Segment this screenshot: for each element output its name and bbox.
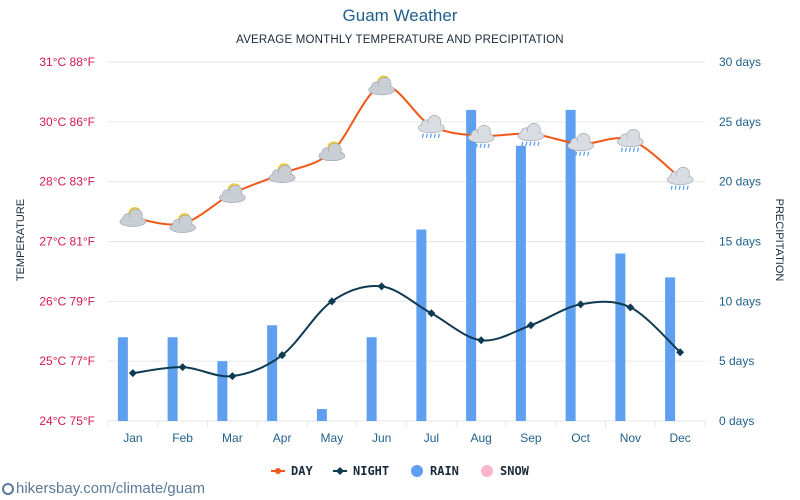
x-tick-label: Jul bbox=[424, 431, 439, 445]
x-tick-label: Jan bbox=[123, 431, 142, 445]
left-tick-label: 25°C 77°F bbox=[39, 354, 95, 368]
legend-item-day[interactable]: DAY bbox=[271, 464, 313, 478]
x-tick-label: Dec bbox=[669, 431, 690, 445]
partly-sunny-icon bbox=[318, 141, 346, 162]
night-point-jul bbox=[427, 309, 436, 318]
rain-bars bbox=[117, 109, 676, 421]
x-tick-label: Apr bbox=[273, 431, 292, 445]
right-tick-label: 5 days bbox=[719, 354, 754, 368]
legend: DAY NIGHT RAIN SNOW bbox=[271, 464, 530, 478]
rain-bar-sep bbox=[515, 145, 526, 421]
right-tick-label: 0 days bbox=[719, 414, 754, 428]
night-point-jan bbox=[128, 369, 137, 378]
rain-bar-dec bbox=[665, 277, 676, 421]
rain-bar-aug bbox=[466, 109, 477, 421]
night-point-jun bbox=[377, 282, 386, 291]
rain-bar-may bbox=[316, 409, 327, 421]
left-tick-label: 31°C 88°F bbox=[39, 55, 95, 69]
legend-item-rain[interactable]: RAIN bbox=[411, 464, 459, 478]
legend-label: NIGHT bbox=[353, 464, 389, 478]
night-point-feb bbox=[178, 363, 187, 372]
partly-sunny-icon bbox=[119, 207, 147, 227]
chart-subtitle: AVERAGE MONTHLY TEMPERATURE AND PRECIPIT… bbox=[236, 34, 564, 46]
x-axis-labels: Jan Feb Mar Apr May Jun Jul Aug Sep Oct Nov Dec bbox=[123, 431, 691, 445]
legend-label: RAIN bbox=[430, 464, 459, 478]
x-tick-label: Oct bbox=[571, 431, 590, 445]
rain-cloud-icon bbox=[517, 123, 545, 146]
rain-cloud-icon bbox=[617, 128, 644, 152]
chart-title: Guam Weather bbox=[342, 6, 458, 25]
partly-sunny-icon bbox=[169, 213, 196, 233]
x-tick-label: Mar bbox=[222, 431, 243, 445]
rain-cloud-icon bbox=[666, 166, 694, 190]
rain-bar-mar bbox=[217, 361, 228, 421]
partly-sunny-icon bbox=[268, 163, 296, 183]
rain-bar-jun bbox=[366, 337, 377, 421]
rain-bar-jul bbox=[416, 229, 427, 421]
left-tick-label: 27°C 81°F bbox=[39, 235, 95, 249]
right-tick-label: 20 days bbox=[719, 175, 761, 189]
x-tick-label: Aug bbox=[470, 431, 491, 445]
night-point-sep bbox=[526, 321, 535, 330]
x-tick-label: Feb bbox=[172, 431, 193, 445]
legend-label: SNOW bbox=[500, 464, 530, 478]
day-temperature-line bbox=[132, 84, 681, 226]
rain-cloud-icon bbox=[567, 132, 594, 156]
night-markers bbox=[128, 282, 685, 381]
left-tick-label: 30°C 86°F bbox=[39, 115, 95, 129]
legend-label: DAY bbox=[291, 464, 313, 478]
left-tick-label: 24°C 75°F bbox=[39, 414, 95, 428]
rain-cloud-icon bbox=[418, 115, 445, 138]
night-point-oct bbox=[576, 300, 585, 309]
rain-bar-feb bbox=[167, 337, 178, 421]
x-tick-label: Sep bbox=[520, 431, 542, 445]
legend-item-snow[interactable]: SNOW bbox=[481, 464, 530, 478]
night-point-dec bbox=[676, 348, 685, 357]
right-tick-label: 15 days bbox=[719, 235, 761, 249]
rain-bar-nov bbox=[615, 253, 626, 421]
rain-bar-apr bbox=[267, 325, 278, 421]
partly-sunny-icon bbox=[219, 183, 246, 203]
left-axis-ticks: 24°C 75°F 25°C 77°F 26°C 79°F 27°C 81°F 28°C… bbox=[39, 55, 95, 428]
night-point-nov bbox=[626, 303, 635, 312]
temperature-axis-label: TEMPERATURE bbox=[15, 199, 27, 281]
left-tick-label: 26°C 79°F bbox=[39, 294, 95, 308]
rain-bar-jan bbox=[117, 337, 128, 421]
precipitation-axis-label: PRECIPITATION bbox=[773, 199, 785, 282]
right-axis-ticks: 0 days 5 days 10 days 15 days 20 days 25 days… bbox=[719, 55, 761, 428]
rain-bar-oct bbox=[565, 109, 576, 421]
night-point-aug bbox=[477, 336, 486, 345]
x-tick-label: Jun bbox=[372, 431, 391, 445]
right-tick-label: 10 days bbox=[719, 294, 761, 308]
watermark[interactable]: hikersbay.com/climate/guam bbox=[2, 480, 205, 497]
left-tick-label: 28°C 83°F bbox=[39, 175, 95, 189]
right-tick-label: 30 days bbox=[719, 55, 761, 69]
right-tick-label: 25 days bbox=[719, 115, 761, 129]
weather-icons bbox=[119, 75, 694, 233]
location-pin-icon bbox=[2, 483, 14, 496]
x-tick-label: Nov bbox=[620, 431, 641, 445]
night-point-mar bbox=[228, 372, 237, 381]
legend-item-night[interactable]: NIGHT bbox=[333, 464, 389, 478]
rain-cloud-icon bbox=[467, 124, 495, 148]
night-temperature-line bbox=[132, 284, 681, 378]
partly-sunny-icon bbox=[368, 75, 395, 96]
night-point-apr bbox=[278, 351, 287, 360]
x-tick-label: May bbox=[321, 431, 344, 445]
night-point-may bbox=[327, 297, 336, 306]
